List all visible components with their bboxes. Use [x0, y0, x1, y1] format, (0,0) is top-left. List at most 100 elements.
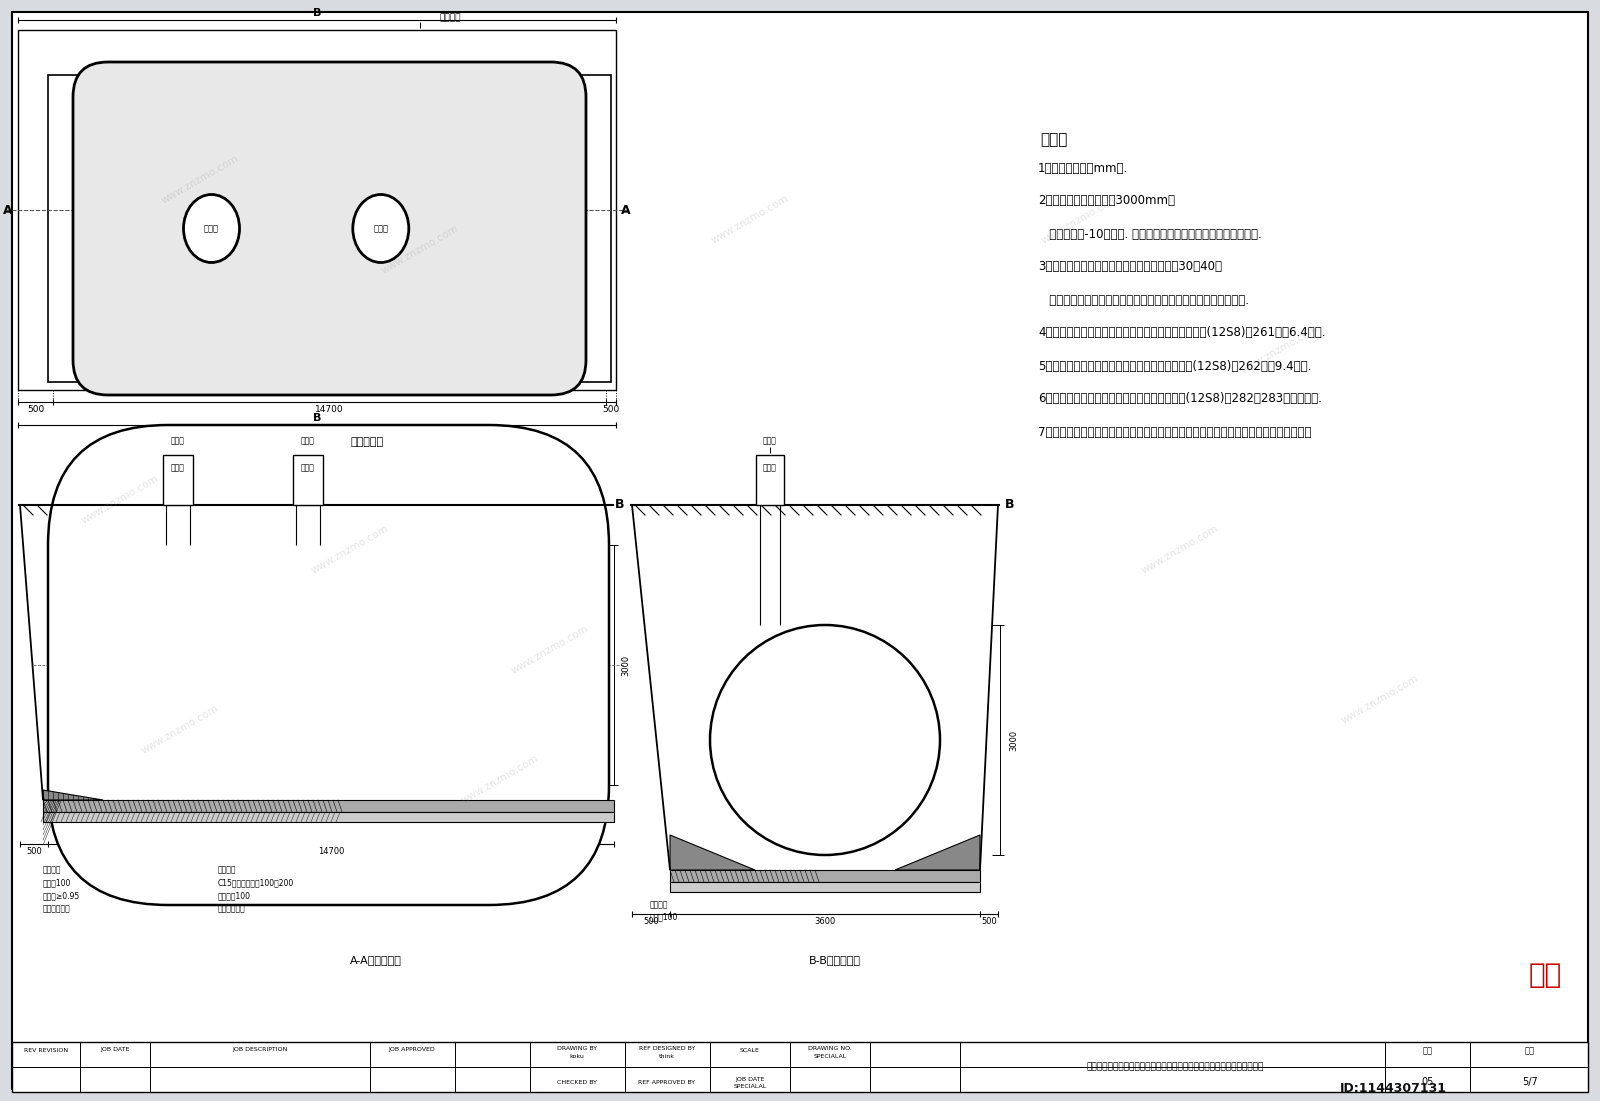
- Text: 500: 500: [643, 917, 659, 927]
- Text: www.znzmo.com: www.znzmo.com: [1339, 674, 1421, 727]
- Text: 3000: 3000: [621, 654, 630, 676]
- Text: C15墨水混决土厙100～200: C15墨水混决土厙100～200: [218, 879, 294, 887]
- Bar: [293, 455, 323, 505]
- Text: 垃层厙100: 垃层厙100: [43, 879, 72, 887]
- Text: 人孔盖: 人孔盖: [763, 436, 778, 446]
- Text: 14700: 14700: [318, 848, 344, 857]
- Text: think: think: [659, 1055, 675, 1059]
- FancyBboxPatch shape: [48, 425, 610, 905]
- Text: A: A: [621, 204, 630, 217]
- Text: 05: 05: [1422, 1077, 1434, 1087]
- Text: 人孔盖: 人孔盖: [301, 436, 315, 446]
- Bar: [13, 1042, 1587, 1092]
- Text: B: B: [616, 499, 624, 512]
- Text: www.znzmo.com: www.znzmo.com: [710, 194, 790, 247]
- Circle shape: [710, 625, 941, 855]
- Text: www.znzmo.com: www.znzmo.com: [310, 524, 390, 576]
- Bar: [48, 75, 611, 382]
- Bar: [670, 882, 979, 892]
- Text: www.znzmo.com: www.znzmo.com: [1040, 194, 1120, 247]
- Text: 素土夹实: 素土夹实: [650, 901, 669, 909]
- Text: B: B: [1005, 499, 1014, 512]
- Text: CHECKED BY: CHECKED BY: [557, 1079, 597, 1084]
- Text: www.znzmo.com: www.znzmo.com: [459, 754, 541, 806]
- Text: 检查孔: 检查孔: [171, 464, 186, 472]
- Text: 检查孔: 检查孔: [373, 224, 389, 233]
- Text: DRAWING NO.: DRAWING NO.: [808, 1046, 851, 1051]
- Bar: [163, 455, 194, 505]
- Text: 平面示意图: 平面示意图: [350, 437, 384, 447]
- Text: REV REVISION: REV REVISION: [24, 1047, 69, 1053]
- FancyBboxPatch shape: [74, 62, 586, 395]
- Text: ID:1144307131: ID:1144307131: [1341, 1082, 1446, 1095]
- Text: 500: 500: [27, 405, 45, 414]
- Text: 图号: 图号: [1422, 1046, 1434, 1056]
- Text: B: B: [314, 413, 322, 423]
- Text: www.znzmo.com: www.znzmo.com: [160, 154, 240, 206]
- Text: A: A: [3, 204, 13, 217]
- Polygon shape: [894, 835, 979, 870]
- Bar: [43, 813, 614, 822]
- Text: B: B: [314, 8, 322, 18]
- Text: 3600: 3600: [814, 917, 835, 927]
- Text: 基下清地下水: 基下清地下水: [218, 905, 246, 914]
- Bar: [18, 30, 616, 390]
- Text: 知末: 知末: [1528, 961, 1562, 989]
- Bar: [670, 870, 979, 882]
- Text: 原土夹实处理: 原土夹实处理: [43, 905, 70, 914]
- Text: 2、适用工况：覆土深度3000mm；: 2、适用工况：覆土深度3000mm；: [1038, 195, 1174, 207]
- Text: 如有地下水或地下水位较高时，可采用井点降水或挖集水坑排水.: 如有地下水或地下水位较高时，可采用井点降水或挖集水坑排水.: [1038, 294, 1250, 306]
- Ellipse shape: [352, 195, 410, 262]
- Text: 说明：: 说明：: [1040, 132, 1067, 148]
- Text: www.znzmo.com: www.znzmo.com: [80, 473, 160, 526]
- Text: 5、回填按提供的施工作业程序或接华北标准图集(12S8)第262页第9.4处理.: 5、回填按提供的施工作业程序或接华北标准图集(12S8)第262页第9.4处理.: [1038, 360, 1312, 372]
- Text: B-B剥面示意图: B-B剥面示意图: [810, 955, 861, 964]
- Text: REF DESIGNED BY: REF DESIGNED BY: [638, 1046, 694, 1051]
- Polygon shape: [670, 835, 755, 870]
- Text: koku: koku: [570, 1055, 584, 1059]
- Text: 3000: 3000: [1010, 730, 1019, 751]
- Text: DRAWING BY: DRAWING BY: [557, 1046, 597, 1051]
- Text: REF APPROVED BY: REF APPROVED BY: [638, 1079, 696, 1084]
- Text: 放大样图: 放大样图: [440, 13, 461, 22]
- Text: 5/7: 5/7: [1522, 1077, 1538, 1087]
- Text: 7、严格按照提供的施工作业程序或标准图集施工，厂方不承担野蔓施工造成的一切损失: 7、严格按照提供的施工作业程序或标准图集施工，厂方不承担野蔓施工造成的一切损失: [1038, 425, 1312, 438]
- Text: www.znzmo.com: www.znzmo.com: [1240, 324, 1320, 377]
- Polygon shape: [43, 791, 102, 800]
- Text: 素土夹实: 素土夹实: [43, 865, 61, 874]
- Text: 500: 500: [602, 405, 619, 414]
- Text: 素土夹实: 素土夹实: [218, 865, 237, 874]
- Text: A-A剥面示意图: A-A剥面示意图: [350, 955, 402, 964]
- Text: 检查孔: 检查孔: [301, 464, 315, 472]
- Text: www.znzmo.com: www.znzmo.com: [139, 704, 221, 756]
- Bar: [43, 800, 614, 813]
- Text: 地面载荷汽-10级重车. 不适合工况可向厂方提出定制轻型或特型.: 地面载荷汽-10级重车. 不适合工况可向厂方提出定制轻型或特型.: [1038, 228, 1262, 240]
- Text: JOB DATE: JOB DATE: [736, 1077, 765, 1081]
- Text: 4、地基处理按提供的施工作业程序或接华北标准图集(12S8)第261页第6.4处理.: 4、地基处理按提供的施工作业程序或接华北标准图集(12S8)第261页第6.4处…: [1038, 327, 1325, 339]
- Text: JOB DESCRIPTION: JOB DESCRIPTION: [232, 1047, 288, 1053]
- Text: 检查孔: 检查孔: [763, 464, 778, 472]
- Text: 1、本图尺寸均以mm计.: 1、本图尺寸均以mm计.: [1038, 162, 1128, 174]
- Bar: [757, 455, 784, 505]
- Text: 3、开挖基槽时，根据地质情况，放坡角度在30～40，: 3、开挖基槽时，根据地质情况，放坡角度在30～40，: [1038, 261, 1222, 273]
- Text: www.znzmo.com: www.znzmo.com: [510, 624, 590, 676]
- Text: 集名：德清茅运中心雨水收集项目离心式雨水道处理设备蓄水笱开挖大样图: 集名：德清茅运中心雨水收集项目离心式雨水道处理设备蓄水笱开挖大样图: [1086, 1062, 1264, 1071]
- Text: SPECIALAL: SPECIALAL: [813, 1055, 846, 1059]
- Text: www.znzmo.com: www.znzmo.com: [1139, 524, 1221, 576]
- Text: 500: 500: [26, 848, 42, 857]
- Text: JOB APPROVED: JOB APPROVED: [389, 1047, 435, 1053]
- Text: 14700: 14700: [315, 405, 344, 414]
- Text: 砟山砖层100: 砟山砖层100: [218, 892, 251, 901]
- Text: 垃层厙100: 垃层厙100: [650, 913, 678, 922]
- Text: SPECIALAL: SPECIALAL: [733, 1083, 766, 1089]
- Text: 人孔盖: 人孔盖: [171, 436, 186, 446]
- Text: 密实度≥0.95: 密实度≥0.95: [43, 892, 80, 901]
- Ellipse shape: [184, 195, 240, 262]
- Text: JOB DATE: JOB DATE: [101, 1047, 130, 1053]
- Text: www.znzmo.com: www.znzmo.com: [379, 224, 461, 276]
- Text: SCALE: SCALE: [741, 1047, 760, 1053]
- Text: 页次: 页次: [1525, 1046, 1534, 1056]
- Text: 检查孔: 检查孔: [205, 224, 219, 233]
- Text: 500: 500: [981, 917, 997, 927]
- Text: 6、井口处理视埋置地点及埋深接华北标准图集(12S8)第282、283页选择处理.: 6、井口处理视埋置地点及埋深接华北标准图集(12S8)第282、283页选择处理…: [1038, 392, 1322, 405]
